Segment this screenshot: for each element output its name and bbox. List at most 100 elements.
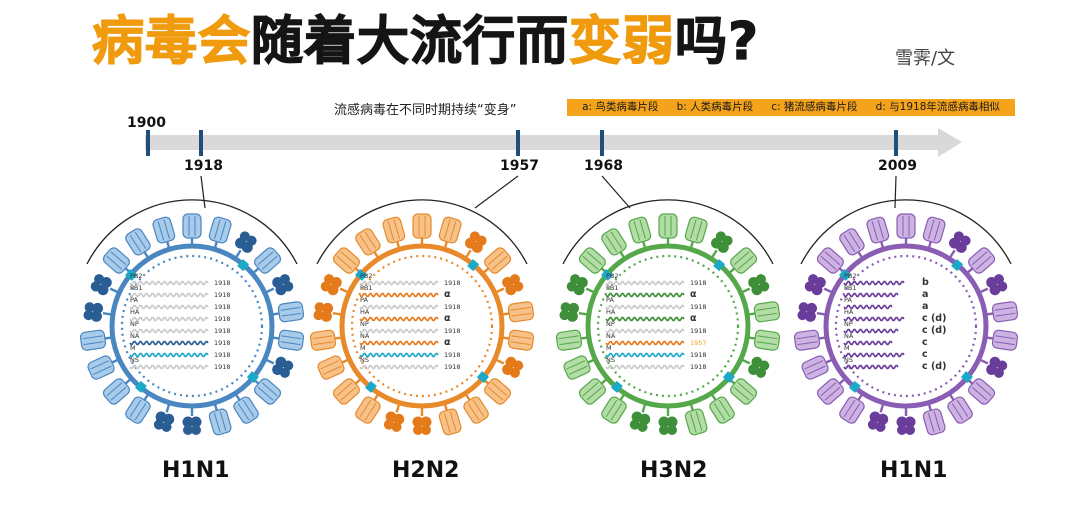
surface-spike (563, 355, 598, 380)
segment-name: PA (360, 296, 369, 304)
m2-channel (960, 371, 973, 384)
segment-origin-label: α (690, 313, 697, 324)
segment-origin-label: 1918 (444, 279, 461, 287)
surface-spike (804, 274, 836, 296)
segment-name: PB2 (130, 272, 143, 280)
segment-wave (129, 292, 209, 298)
matrix-layer (834, 254, 978, 398)
surface-spike (309, 329, 345, 351)
m2-channel (355, 268, 368, 281)
surface-spike (559, 302, 591, 322)
segment-wave (843, 292, 899, 298)
surface-spike (629, 400, 651, 432)
segment-name: PB1 (844, 284, 857, 292)
virus-diagram-3: PB2 1918 PB1 α PA 1918 HA α NP 1918 NA 1957 M 1918 NS 1… (555, 175, 781, 436)
segment-origin-label: 1918 (690, 279, 707, 287)
m2-channel (713, 259, 726, 272)
connector-line (474, 175, 519, 209)
year-label-1968: 1968 (584, 158, 623, 174)
bracket-arc (86, 199, 298, 265)
segment-wave (129, 280, 209, 286)
matrix-layer (350, 254, 494, 398)
segment-origin-label: 1918 (690, 327, 707, 335)
title-segment-4: 吗? (674, 11, 760, 72)
virus-diagram-4: PB2 b PB1 a PA a HA c (d) NP c (d) NA c Mc NS c (d) (793, 175, 1019, 436)
m2-channel (601, 268, 614, 281)
segment-wave (605, 352, 685, 358)
title-segment-3: 变弱 (568, 11, 676, 72)
surface-spike (208, 216, 232, 252)
m2-channel (246, 371, 259, 384)
segment-name: M (130, 344, 136, 352)
bracket-arc (800, 199, 1012, 265)
title-segment-1: 病毒会 (91, 11, 252, 72)
legend-item-a: a: 鸟类病毒片段 (582, 101, 659, 113)
surface-spike (745, 301, 781, 323)
segment-origin-label: 1918 (444, 351, 461, 359)
year-label-1918: 1918 (184, 158, 223, 174)
segment-name: PB1 (130, 284, 143, 292)
segment-wave (129, 340, 209, 346)
segment-wave (359, 292, 439, 298)
surface-spike (964, 247, 996, 276)
segment-name: PB1 (360, 284, 373, 292)
surface-spike (182, 213, 202, 248)
segment-origin-label: 1918 (214, 351, 231, 359)
segment-origin-label: c (d) (922, 325, 946, 336)
segment-origin-label: a (922, 301, 928, 312)
segment-wave (605, 280, 685, 286)
surface-spike (269, 329, 305, 351)
bracket-arc (316, 199, 528, 265)
segment-wave (129, 352, 209, 358)
surface-spike (233, 231, 257, 262)
surface-spike (492, 356, 524, 378)
surface-spike (125, 228, 151, 262)
segment-wave (843, 340, 893, 346)
surface-spike (492, 274, 524, 296)
surface-spike (412, 404, 432, 435)
segment-name: NP (606, 320, 615, 328)
segment-origin-label: c (922, 337, 928, 348)
timeline-tick-1900 (146, 130, 150, 156)
timeline-tick-1968 (600, 130, 604, 156)
segment-origin-label: 1918 (444, 363, 461, 371)
m2-channel (125, 268, 138, 281)
m2-channel (476, 371, 489, 384)
segment-wave (129, 328, 209, 334)
segment-origin-label: 1918 (214, 327, 231, 335)
surface-spike (317, 355, 352, 380)
segment-origin-label: 1918 (214, 303, 231, 311)
segment-wave (605, 328, 685, 334)
timeline-bar (145, 135, 940, 150)
segment-wave (359, 340, 439, 346)
virus-diagram-1: PB2 1918 PB1 1918 PA 1918 HA 1918 NP 1918 NA 1918 M 1… (79, 175, 305, 436)
segment-name: PB2 (606, 272, 619, 280)
segment-origin-label: 1957 (690, 339, 707, 347)
segment-name: HA (130, 308, 140, 316)
timeline-arrow (938, 128, 962, 157)
byline: 雪霁/文 (895, 48, 956, 69)
segment-origin-label: c (d) (922, 361, 946, 372)
segment-name: HA (606, 308, 616, 316)
segment-name: HA (360, 308, 370, 316)
surface-spike (947, 390, 973, 424)
timeline-tick-2009 (894, 130, 898, 156)
segment-name: NS (844, 356, 853, 364)
segment-name: M (606, 344, 612, 352)
surface-spike (922, 216, 946, 252)
segment-origin-label: 1918 (690, 303, 707, 311)
surface-spike (738, 356, 770, 378)
m2-channel (610, 380, 623, 393)
surface-spike (658, 213, 678, 248)
segment-wave (359, 352, 439, 358)
surface-spike (87, 355, 122, 380)
segment-origin-label: a (922, 289, 928, 300)
segment-origin-label: 1918 (214, 291, 231, 299)
connector-line (894, 175, 897, 209)
segment-origin-label: b (922, 277, 929, 288)
surface-spike (896, 404, 916, 435)
virus-name-2: H2N2 (392, 458, 460, 483)
segment-origin-label: 1918 (690, 351, 707, 359)
surface-spike (463, 231, 487, 262)
